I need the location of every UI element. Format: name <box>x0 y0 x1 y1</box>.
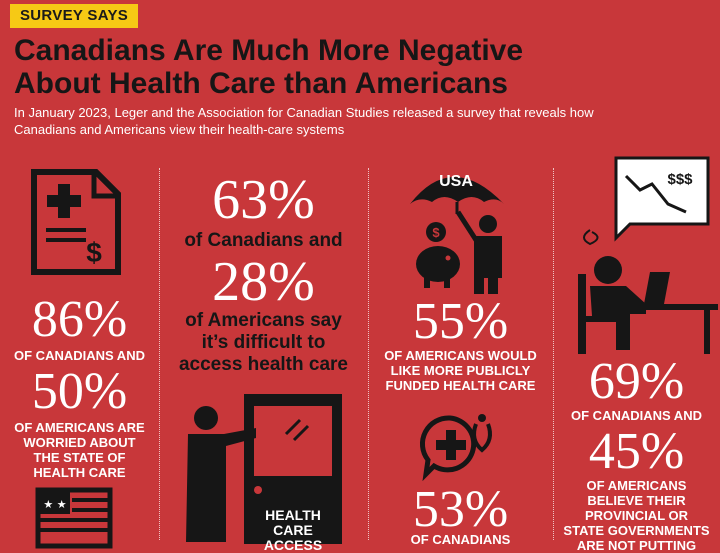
column-divider <box>368 168 369 540</box>
medical-document-icon: $ <box>31 169 121 275</box>
stat-caption: OF AMERICANS WOULD LIKE MORE PUBLICLY FU… <box>368 348 553 393</box>
stat-63-percent: 63% <box>212 169 315 231</box>
stat-caption: OF CANADIANS AND <box>14 348 145 363</box>
stat-caption: of Americans say it’s difficult to acces… <box>159 310 368 376</box>
intro-line-1: In January 2023, Leger and the Associati… <box>14 105 594 120</box>
page-title: Canadians Are Much More Negative About H… <box>14 34 714 100</box>
intro-text: In January 2023, Leger and the Associati… <box>14 104 714 138</box>
flag-icon: ★ ★ <box>35 487 113 549</box>
caption-line: PROVINCIAL OR <box>584 508 689 523</box>
health-chat-stethoscope-icon <box>419 414 492 482</box>
title-line-2: About Health Care than Americans <box>14 67 508 100</box>
stat-caption: OF AMERICANS BELIEVE THEIR PROVINCIAL OR… <box>553 478 720 553</box>
column-divider <box>159 168 160 540</box>
screen-label: $$$ <box>667 171 693 188</box>
coin-symbol: $ <box>432 225 440 240</box>
caption-line: STATE GOVERNMENTS <box>563 523 710 538</box>
title-line-1: Canadians Are Much More Negative <box>14 34 524 67</box>
caption-line: HEALTH CARE <box>33 465 126 480</box>
caption-line: ARE NOT PUTTING <box>576 538 697 553</box>
caption-line: WORRIED ABOUT <box>23 435 136 450</box>
door-label-line: ACCESS <box>263 537 323 553</box>
umbrella-person-icon: USA $ <box>410 173 504 294</box>
caption-line: OF AMERICANS WOULD <box>384 348 537 363</box>
stat-50-percent: 50% <box>31 363 128 420</box>
worried-person-at-laptop-icon: $$$ <box>578 156 718 354</box>
stat-86-percent: 86% <box>31 291 128 348</box>
person-at-door-icon <box>186 394 342 544</box>
caption-line: OF AMERICANS ARE <box>14 420 145 435</box>
umbrella-label: USA <box>439 173 473 190</box>
svg-text:$: $ <box>86 237 102 268</box>
caption-line: access health care <box>178 354 348 375</box>
caption-line: of Americans say <box>185 310 342 331</box>
caption-line: THE STATE OF <box>33 450 126 465</box>
stat-69-percent: 69% <box>588 353 685 410</box>
caption-line: BELIEVE THEIR <box>587 493 686 508</box>
door-label: HEALTH CARE ACCESS <box>244 508 342 553</box>
column-divider <box>553 168 554 540</box>
door-label-line: HEALTH <box>265 507 321 523</box>
caption-line: LIKE MORE PUBLICLY <box>390 363 531 378</box>
caption-line: FUNDED HEALTH CARE <box>385 378 536 393</box>
caption-line: OF AMERICANS <box>586 478 687 493</box>
stat-caption: of Canadians and <box>184 230 343 251</box>
stat-28-percent: 28% <box>212 251 315 313</box>
stat-55-percent: 55% <box>412 293 509 350</box>
caption-line: it’s difficult to <box>201 332 326 353</box>
section-tag: SURVEY SAYS <box>10 4 139 28</box>
intro-line-2: Canadians and Americans view their healt… <box>14 122 345 137</box>
stat-53-percent: 53% <box>412 481 509 538</box>
stat-45-percent: 45% <box>588 423 685 480</box>
door-label-line: CARE <box>273 522 313 538</box>
stat-caption: OF AMERICANS ARE WORRIED ABOUT THE STATE… <box>0 420 159 480</box>
svg-text:★ ★: ★ ★ <box>43 498 66 511</box>
stat-caption: OF CANADIANS AND <box>571 408 702 423</box>
